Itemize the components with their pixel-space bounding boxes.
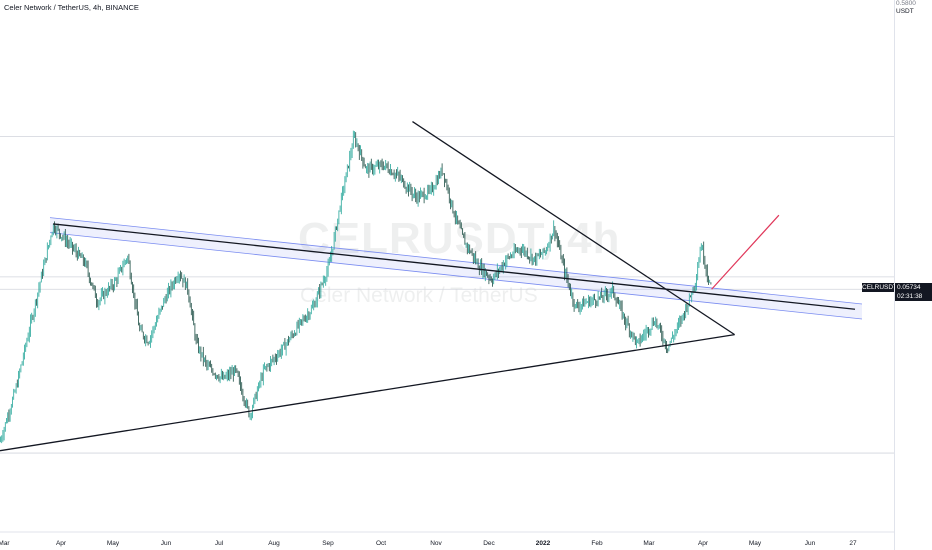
price-axis[interactable] (894, 0, 932, 550)
countdown-tag: 02:31:38 (862, 292, 932, 301)
chart-title: Celer Network / TetherUS, 4h, BINANCE (4, 3, 139, 12)
candles (0, 130, 712, 444)
time-axis-label: Jul (215, 540, 224, 547)
projection-arrow (711, 214, 780, 290)
time-axis-label: Aug (268, 540, 280, 547)
time-axis-label: Mar (0, 540, 10, 547)
name-watermark: Celer Network / TetherUS (300, 284, 538, 307)
time-axis-label: Nov (430, 540, 442, 547)
channel-fill (50, 217, 862, 319)
descending-channel-mid (53, 223, 856, 310)
channel-lower (49, 232, 863, 320)
time-axis-label: 2022 (536, 540, 551, 547)
time-axis-label: Apr (56, 540, 67, 547)
time-axis-label: Jun (161, 540, 172, 547)
ascending-support (0, 333, 735, 452)
axis-unit-top: 0.5800 (896, 0, 916, 7)
last-price-symbol: CELRUSDT (862, 283, 898, 292)
time-axis-label: May (107, 540, 120, 547)
time-axis-label: Apr (698, 540, 709, 547)
channel-upper (49, 217, 863, 305)
descending-resistance (412, 121, 735, 336)
time-axis-label: Feb (591, 540, 603, 547)
time-axis-label: Sep (322, 540, 334, 547)
time-axis-label: Oct (376, 540, 386, 547)
last-price-tag: CELRUSDT 0.05734 (862, 283, 932, 292)
last-price-value: 0.05734 (895, 283, 932, 292)
time-axis-label: 27 (849, 540, 857, 547)
bar-countdown: 02:31:38 (895, 292, 932, 301)
time-axis-label: Dec (483, 540, 495, 547)
axis-unit-currency: USDT (896, 8, 914, 15)
time-axis-label: May (749, 540, 762, 547)
axis-unit: 0.5800 USDT (896, 0, 916, 16)
time-axis-label: Jun (805, 540, 816, 547)
time-axis-label: Mar (643, 540, 655, 547)
